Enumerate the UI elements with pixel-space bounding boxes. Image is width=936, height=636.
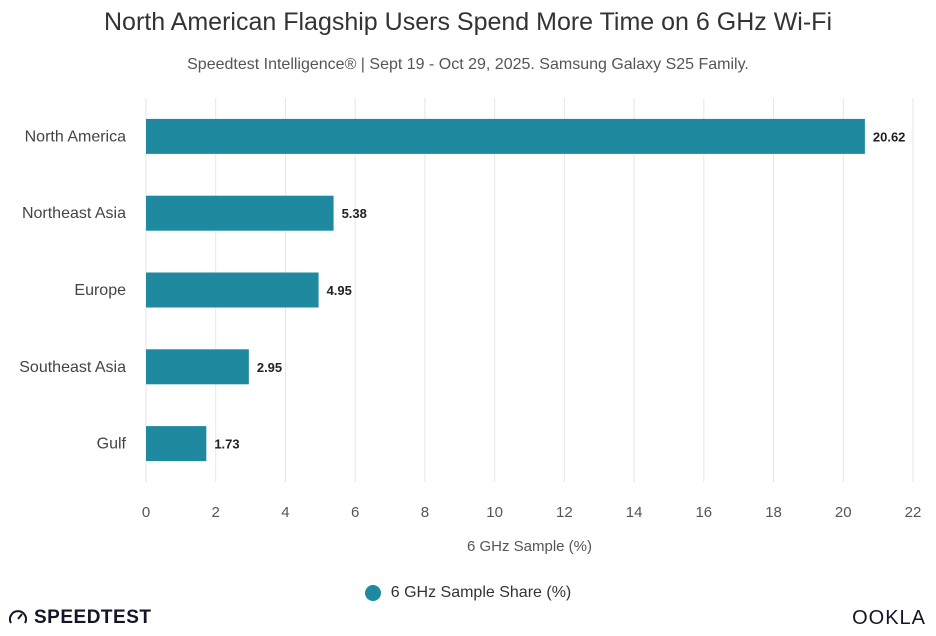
category-label: Gulf bbox=[97, 436, 127, 453]
chart-title: North American Flagship Users Spend More… bbox=[103, 8, 832, 36]
speedtest-logo: SPEEDTEST bbox=[8, 607, 151, 629]
legend-label: 6 GHz Sample Share (%) bbox=[390, 584, 572, 601]
x-tick-label: 0 bbox=[142, 504, 150, 521]
x-tick-label: 10 bbox=[486, 504, 503, 521]
x-tick-label: 14 bbox=[626, 504, 643, 521]
x-tick-label: 18 bbox=[765, 504, 782, 521]
category-label: Southeast Asia bbox=[19, 359, 126, 376]
speedtest-logo-text: SPEEDTEST bbox=[34, 607, 152, 628]
x-tick-label: 16 bbox=[695, 504, 712, 521]
chart-subtitle: Speedtest Intelligence® | Sept 19 - Oct … bbox=[187, 56, 749, 73]
ookla-logo: OOKLA bbox=[852, 607, 926, 629]
bar bbox=[146, 195, 334, 231]
x-tick-label: 12 bbox=[556, 504, 573, 521]
x-axis-label: 6 GHz Sample (%) bbox=[467, 538, 592, 555]
x-tick-label: 20 bbox=[835, 504, 852, 521]
x-tick-label: 22 bbox=[905, 504, 922, 521]
x-tick-label: 4 bbox=[281, 504, 289, 521]
x-tick-label: 2 bbox=[212, 504, 220, 521]
bar-chart: 0 2 4 6 8 10 12 14 16 18 20 22 6 GHz Sample (%) 20.62… bbox=[19, 98, 922, 555]
bar bbox=[146, 349, 249, 385]
bar bbox=[146, 272, 319, 308]
legend-marker bbox=[364, 585, 381, 601]
category-label: North America bbox=[25, 128, 126, 145]
data-label: 5.38 bbox=[342, 206, 367, 221]
category-label: Northeast Asia bbox=[22, 205, 126, 222]
bar bbox=[146, 426, 207, 462]
speedometer-icon bbox=[9, 610, 27, 624]
data-label: 20.62 bbox=[873, 129, 906, 144]
data-label: 2.95 bbox=[257, 360, 282, 375]
data-label: 1.73 bbox=[214, 437, 239, 452]
data-label: 4.95 bbox=[327, 283, 352, 298]
x-tick-label: 8 bbox=[421, 504, 429, 521]
category-label: Europe bbox=[74, 282, 126, 299]
bar bbox=[146, 118, 865, 154]
x-tick-label: 6 bbox=[351, 504, 359, 521]
legend[interactable]: 6 GHz Sample Share (%) bbox=[0, 584, 936, 602]
